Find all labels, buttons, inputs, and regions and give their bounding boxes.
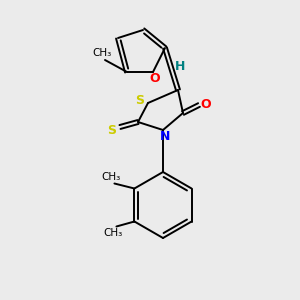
- Text: S: S: [107, 124, 116, 136]
- Text: O: O: [150, 73, 160, 85]
- Text: N: N: [160, 130, 170, 143]
- Text: S: S: [136, 94, 145, 107]
- Text: CH₃: CH₃: [92, 48, 112, 58]
- Text: H: H: [175, 61, 186, 74]
- Text: CH₃: CH₃: [102, 172, 121, 182]
- Text: CH₃: CH₃: [104, 227, 123, 238]
- Text: O: O: [201, 98, 211, 110]
